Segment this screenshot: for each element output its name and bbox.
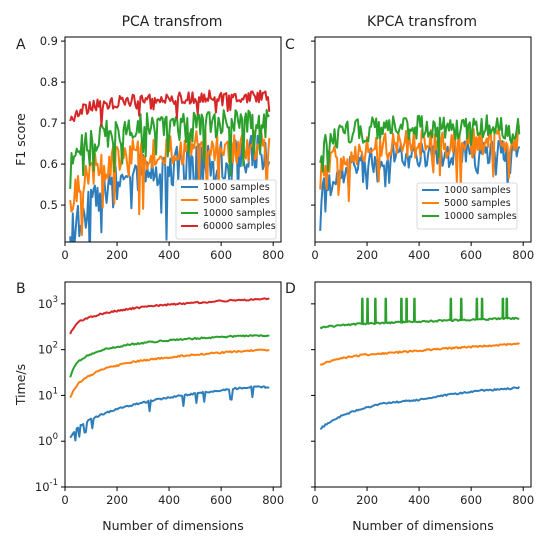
x-tick-label: 0 (61, 248, 68, 262)
panel-letter: D (285, 281, 296, 297)
x-axis-label: Number of dimensions (352, 518, 493, 533)
series-line-10000-samples (319, 297, 520, 330)
series-line-60000-samples (69, 297, 270, 335)
series-line-5000-samples (69, 129, 271, 237)
y-tick-label: 0.9 (40, 34, 58, 48)
legend-label: 1000 samples (203, 182, 270, 193)
series-line-1000-samples (69, 385, 270, 442)
series-line-10000-samples (319, 114, 521, 173)
x-tick-label: 0 (311, 493, 318, 507)
y-tick-label-base: 10 (38, 297, 53, 311)
series-line-60000-samples (69, 89, 271, 127)
y-tick-label: 0.5 (40, 198, 58, 212)
y-tick-label: 0.6 (40, 157, 58, 171)
panel-letter: B (16, 281, 26, 297)
panel-A: 0 200 400 600 800 0.5 0.6 0.7 0.8 0.9 A F1 score 100… (13, 34, 284, 262)
legend-label: 60000 samples (203, 221, 276, 232)
legend-box (416, 182, 518, 230)
legend-label: 1000 samples (444, 185, 511, 196)
plot-frame (314, 36, 532, 243)
y-tick-label-base: 10 (35, 480, 50, 494)
series-lines (69, 297, 270, 442)
column-title-kpca: KPCA transfrom (367, 14, 477, 30)
legend-box (175, 179, 277, 240)
panel-letter: C (285, 37, 295, 53)
plot-frame (64, 281, 282, 488)
series-lines (69, 89, 271, 242)
y-tick-label-base: 10 (38, 343, 53, 357)
legend: 1000 samples 5000 samples 10000 samples (416, 182, 518, 230)
x-tick-label: 400 (158, 493, 180, 507)
y-tick-label-base: 10 (38, 434, 53, 448)
x-tick-label: 800 (262, 248, 284, 262)
x-tick-label: 200 (356, 493, 378, 507)
x-tick-label: 600 (210, 493, 232, 507)
legend-label: 10000 samples (444, 211, 517, 222)
series-line-1000-samples (319, 385, 521, 430)
x-tick-label: 400 (158, 248, 180, 262)
y-tick-label-exponent: 2 (53, 341, 58, 351)
x-tick-label: 800 (262, 493, 284, 507)
y-tick-label: 103 (38, 295, 58, 311)
series-line-5000-samples (69, 348, 270, 399)
series-line-10000-samples (69, 108, 270, 189)
legend-label: 10000 samples (203, 208, 276, 219)
y-tick-label-exponent: 3 (53, 295, 58, 305)
y-axis-label: F1 score (13, 113, 28, 166)
y-tick-label-exponent: -1 (50, 478, 58, 488)
series-lines (319, 297, 521, 430)
panel-D: 0 200 400 600 800 D Number of dimensions (285, 281, 534, 533)
x-tick-label: 800 (512, 248, 534, 262)
x-tick-label: 200 (106, 493, 128, 507)
legend: 1000 samples 5000 samples 10000 samples 600… (175, 179, 277, 240)
x-tick-label: 200 (356, 248, 378, 262)
x-tick-label: 400 (408, 493, 430, 507)
legend-label: 5000 samples (203, 195, 270, 206)
panel-letter: A (16, 37, 26, 53)
y-tick-label: 100 (38, 432, 58, 448)
y-tick-label: 0.8 (40, 75, 58, 89)
plot-frame (64, 36, 282, 243)
y-axis-label: Time/s (13, 364, 28, 406)
y-tick-label-exponent: 1 (53, 386, 58, 396)
plot-frame (314, 281, 532, 488)
y-tick-label: 0.7 (40, 116, 58, 130)
panel-B: 0 200 400 600 80010-1100101102103BTime/sNumb… (13, 281, 284, 533)
x-tick-label: 800 (512, 493, 534, 507)
x-tick-label: 0 (61, 493, 68, 507)
y-tick-label: 101 (38, 386, 58, 402)
series-line-5000-samples (319, 125, 521, 203)
x-tick-label: 0 (311, 248, 318, 262)
series-line-10000-samples (69, 334, 270, 378)
y-tick-label-exponent: 0 (53, 432, 58, 442)
series-lines (319, 114, 521, 231)
x-tick-label: 600 (460, 248, 482, 262)
series-line-5000-samples (319, 342, 520, 366)
y-tick-label: 102 (38, 341, 58, 357)
x-tick-label: 600 (210, 248, 232, 262)
column-title-pca: PCA transfrom (122, 14, 223, 30)
y-tick-label-base: 10 (38, 388, 53, 402)
x-axis-label: Number of dimensions (102, 518, 243, 533)
legend-label: 5000 samples (444, 198, 511, 209)
x-tick-label: 200 (106, 248, 128, 262)
y-tick-label: 10-1 (35, 478, 58, 494)
x-tick-label: 600 (460, 493, 482, 507)
x-tick-label: 400 (408, 248, 430, 262)
